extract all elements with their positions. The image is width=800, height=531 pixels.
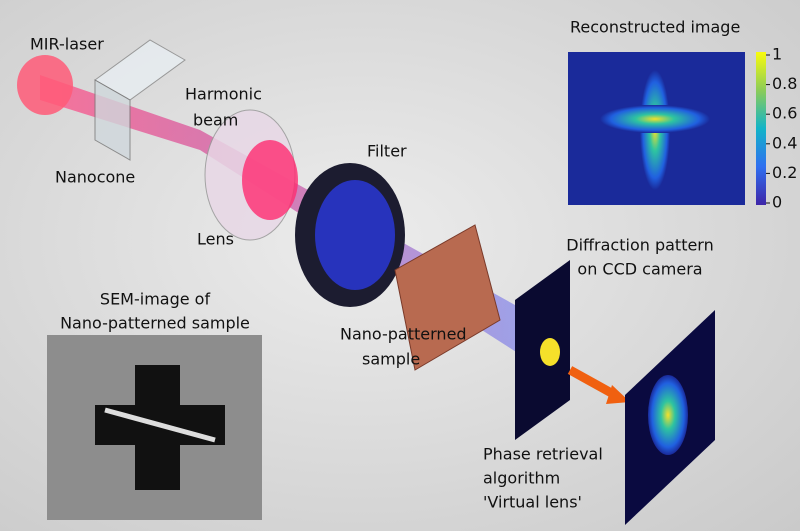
label: Nano-patterned sample [60,314,250,333]
sem-bar [104,407,216,443]
ccd-center [540,338,560,366]
label: beam [193,111,238,130]
label: Phase retrieval [483,445,603,464]
colorbar-tick-label: 0.6 [772,104,797,123]
colorbar-tick-label: 0.8 [772,74,797,93]
label: Nanocone [55,168,135,187]
colorbar [756,52,766,205]
arrow [567,366,618,399]
recon-horizontal [600,105,710,133]
beam [40,75,560,380]
label: sample [362,350,420,369]
label: on CCD camera [577,260,702,279]
label: MIR-laser [30,35,104,54]
label: Harmonic [185,85,262,104]
lens-spot [242,140,298,220]
label: Filter [367,142,407,161]
colorbar-tick-label: 0.4 [772,133,797,152]
label: SEM-image of [100,290,211,309]
colorbar-tick-label: 1 [772,45,782,64]
arrow-head [606,385,630,404]
label: Nano-patterned [340,325,467,344]
label: 'Virtual lens' [483,493,582,512]
colorbar-tick-label: 0.2 [772,163,797,182]
nanocone-frame [94,79,131,161]
label: Lens [197,230,234,249]
laser-spot [17,55,73,115]
sample [394,224,501,371]
label: Diffraction pattern [566,236,714,255]
retrieved-blob [648,375,688,455]
label: algorithm [483,469,560,488]
filter-glass [315,180,395,290]
colorbar-tick-label: 0 [772,193,782,212]
label: Reconstructed image [570,18,740,37]
